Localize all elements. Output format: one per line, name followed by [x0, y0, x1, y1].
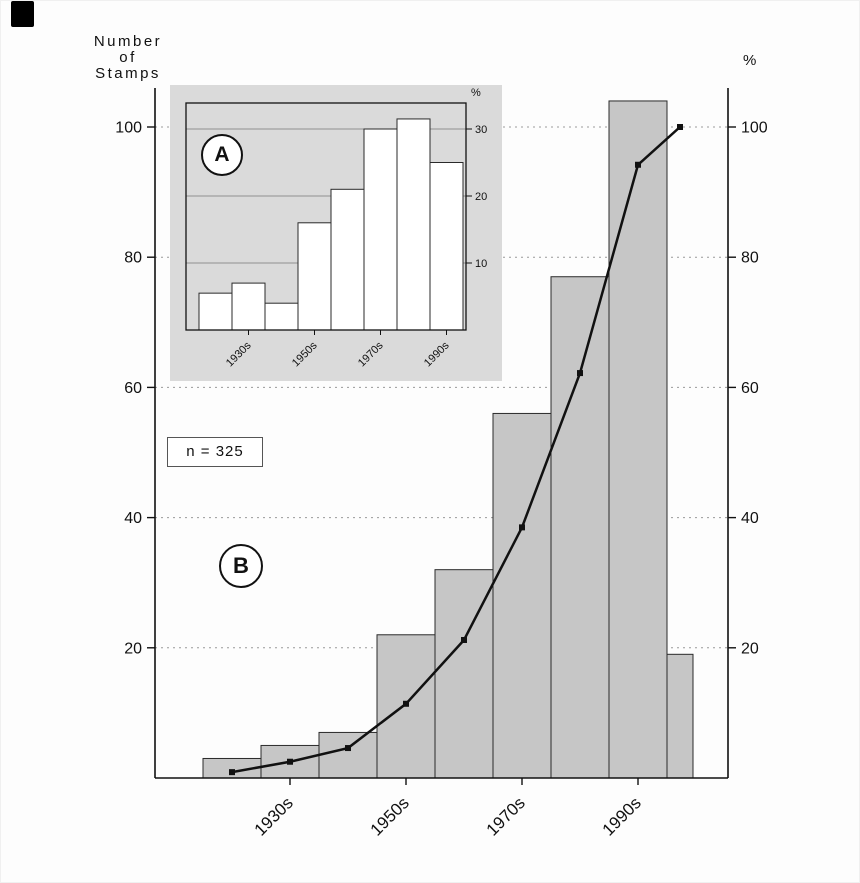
panel-label-a: A [201, 134, 243, 176]
main-x-axis-labels: 1930s 1950s 1970s 1990s [251, 778, 645, 840]
inset-x-axis-labels: 1930s 1950s 1970s 1990s [224, 330, 452, 369]
inset-decade-label: 1990s [422, 339, 452, 369]
left-axis-title-line3: Stamps [95, 65, 161, 82]
main-bars [202, 100, 694, 779]
decade-label: 1930s [251, 793, 297, 839]
inset-panel: 10 20 30 1930s 1950s 1970s 1990s A % [170, 85, 502, 381]
stamps-bar [492, 412, 552, 779]
inset-bars [198, 118, 464, 331]
decade-label: 1970s [483, 793, 529, 839]
line-marker [635, 161, 641, 168]
right-axis-tick-label: 100 [741, 120, 768, 137]
inset-bar [330, 188, 365, 331]
right-axis-tick-label: 80 [741, 250, 759, 267]
line-marker [345, 745, 351, 752]
stamps-bar [666, 653, 694, 779]
left-axis-title: Number of Stamps [82, 34, 174, 82]
main-axis-ticks-labels: 20 20 40 40 60 60 80 80 100 100 [115, 120, 768, 658]
left-axis-tick-label: 40 [124, 510, 142, 527]
line-marker [677, 124, 683, 130]
left-axis-tick-label: 100 [115, 120, 142, 137]
inset-bar [363, 128, 398, 331]
scan-corner-mark [11, 1, 34, 27]
line-marker [577, 370, 583, 377]
inset-bar [297, 222, 332, 331]
inset-decade-label: 1930s [224, 339, 254, 369]
right-axis-tick-label: 40 [741, 510, 759, 527]
line-marker [229, 769, 235, 776]
stamps-bar [550, 276, 610, 779]
line-marker [287, 758, 293, 765]
right-axis-tick-label: 60 [741, 380, 759, 397]
left-axis-title-line1: Number [93, 33, 163, 50]
line-marker [403, 700, 409, 707]
main-axes [154, 88, 729, 779]
inset-plot-border [185, 102, 467, 331]
inset-tick-label: 20 [475, 191, 487, 203]
decade-label: 1950s [367, 793, 413, 839]
right-axis-tick-label: 20 [741, 640, 759, 657]
inset-tick-label: 30 [475, 124, 487, 136]
panel-label-b: B [219, 544, 263, 588]
inset-axis-ticks-labels: 10 20 30 [466, 124, 487, 270]
line-marker [519, 524, 525, 531]
inset-bar-chart: 10 20 30 1930s 1950s 1970s 1990s [185, 102, 487, 369]
inset-decade-label: 1950s [290, 339, 320, 369]
cumulative-percent-line [229, 124, 683, 776]
line-marker [461, 636, 467, 643]
decade-label: 1990s [599, 793, 645, 839]
left-axis-tick-label: 60 [124, 380, 142, 397]
left-axis-tick-label: 20 [124, 640, 142, 657]
left-axis-tick-label: 80 [124, 250, 142, 267]
inset-bar [198, 292, 233, 331]
inset-bar [264, 302, 299, 331]
inset-right-axis-title: % [471, 87, 481, 99]
inset-decade-label: 1970s [356, 339, 386, 369]
right-axis-title: % [743, 52, 758, 69]
inset-bar [396, 118, 431, 331]
sample-size-label: n = 325 [167, 437, 263, 467]
inset-bar [231, 282, 266, 331]
stamps-bar [318, 731, 378, 779]
inset-tick-label: 10 [475, 258, 487, 270]
stamps-bar [608, 100, 668, 779]
left-axis-title-line2: of [119, 49, 137, 66]
inset-bar [429, 162, 464, 331]
